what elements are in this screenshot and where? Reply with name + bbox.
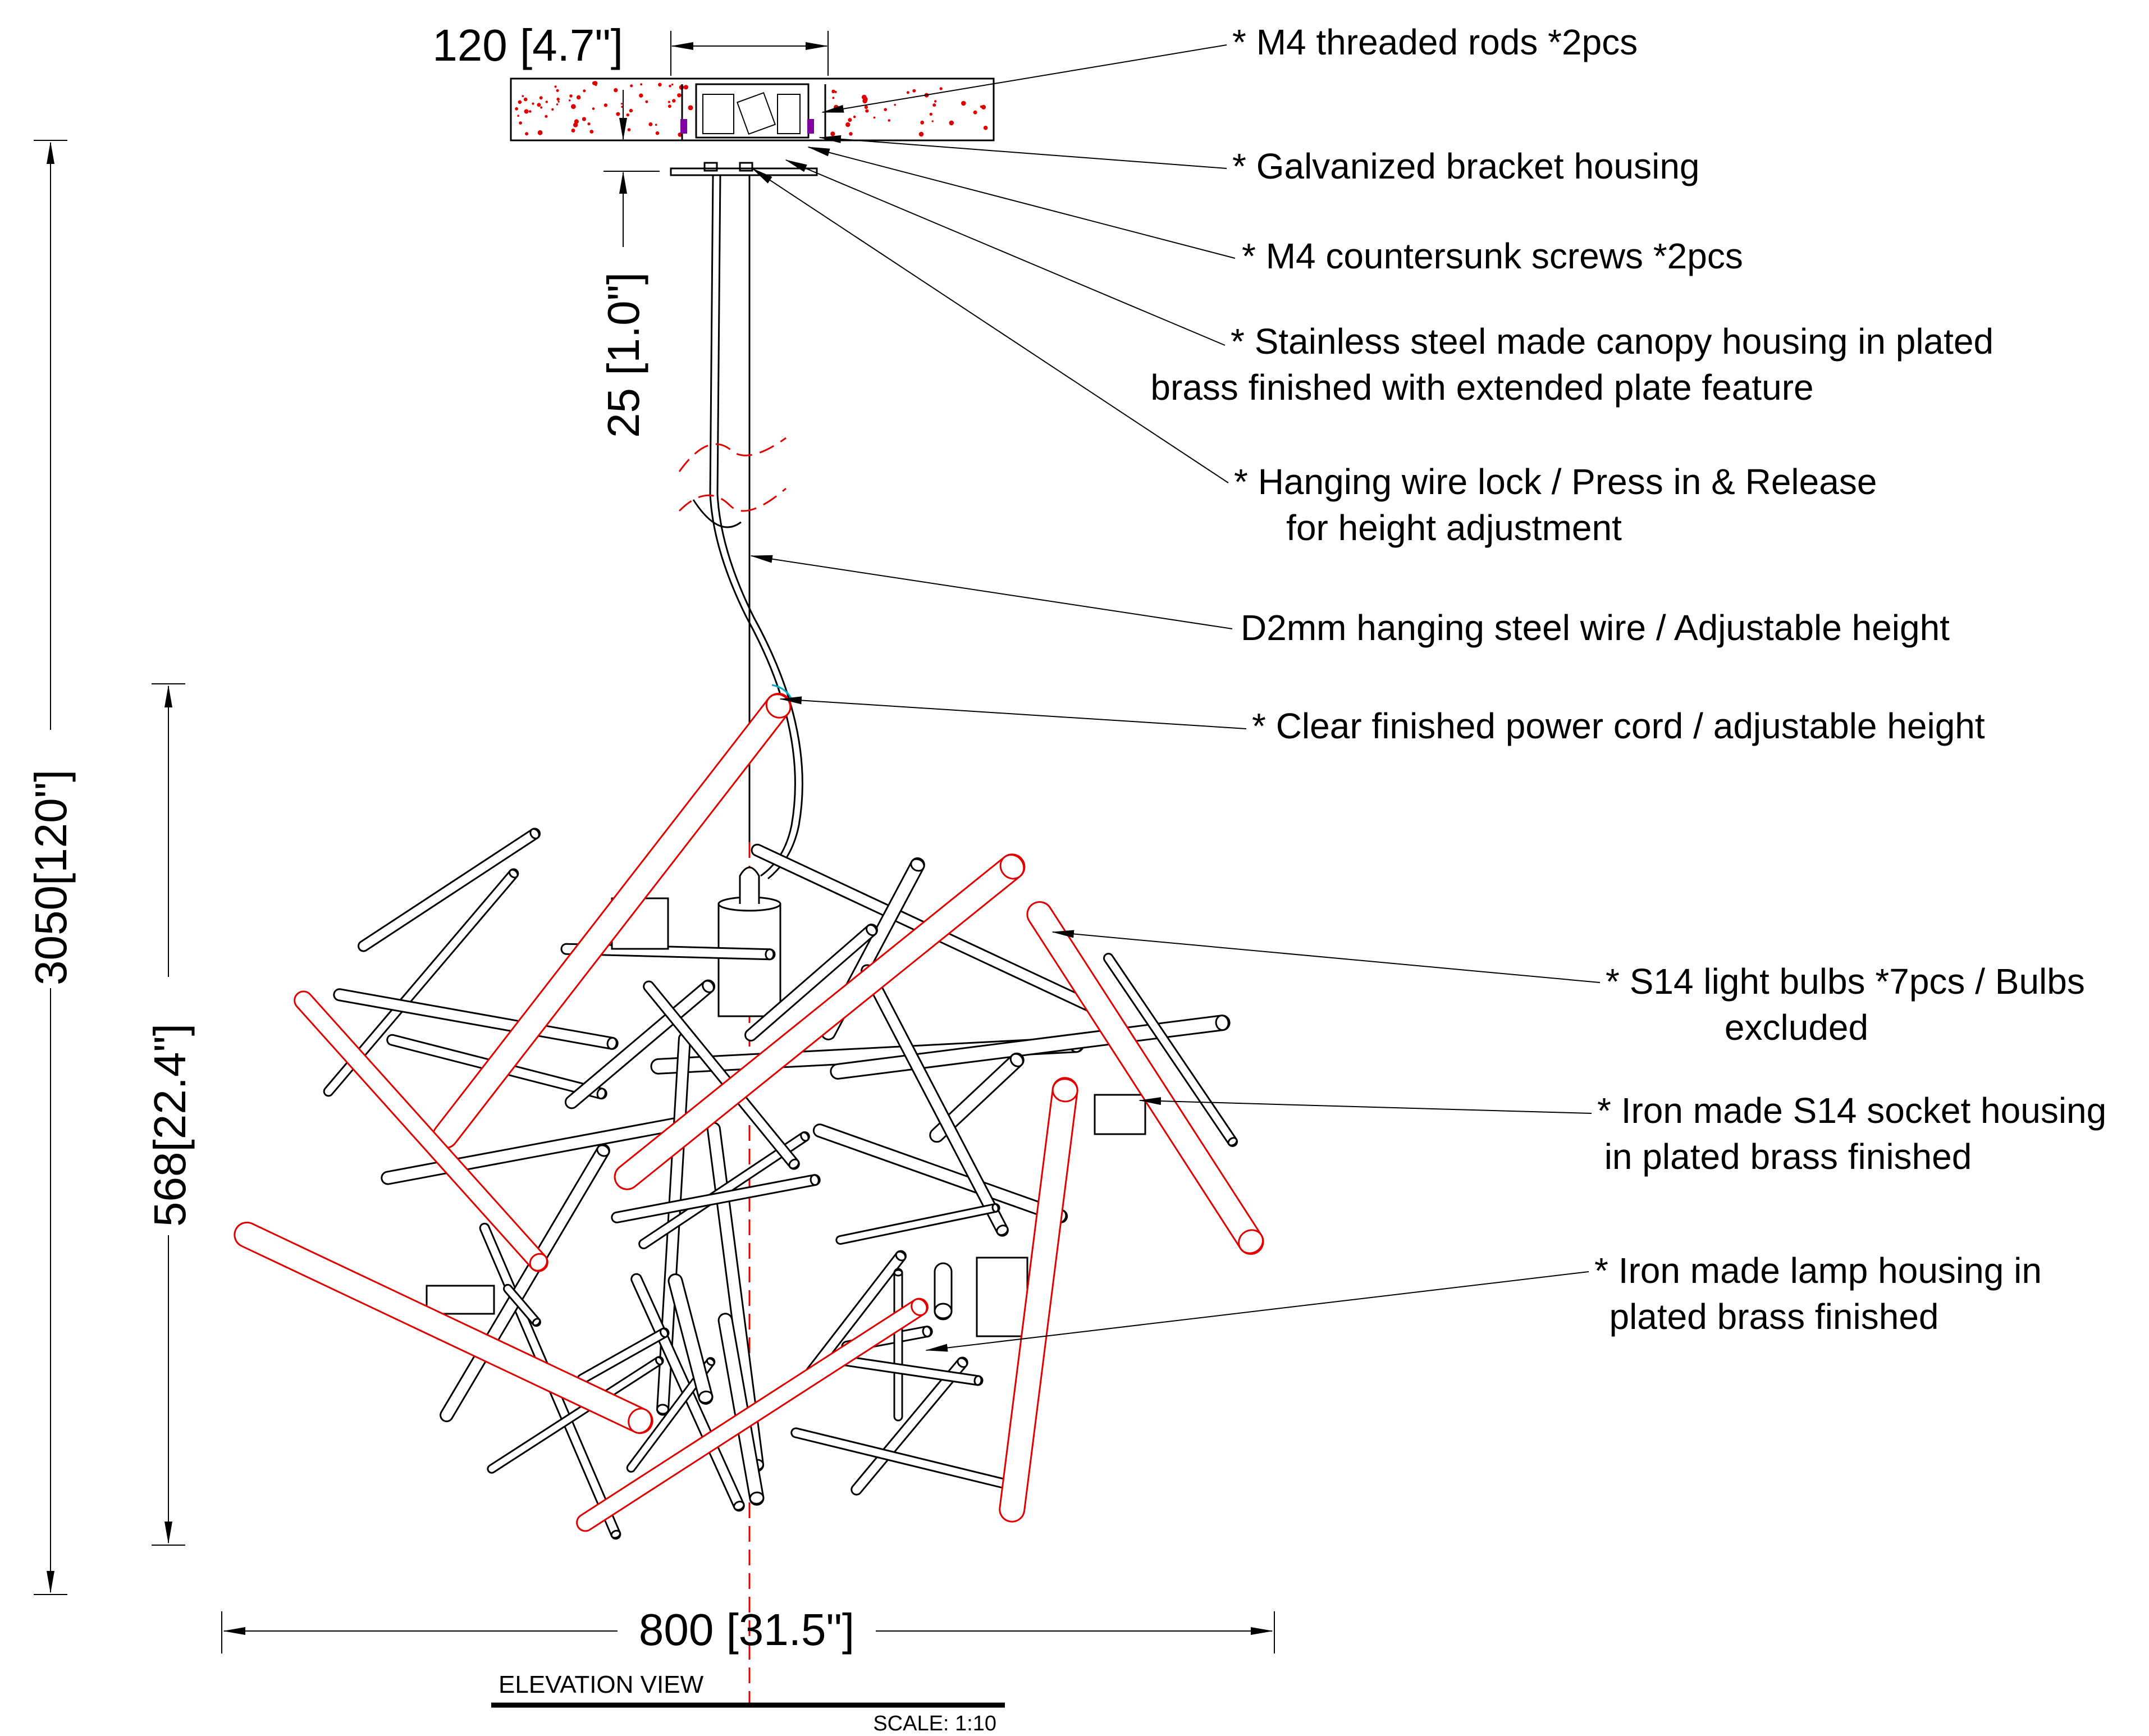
callout: * Iron made S14 socket housing in plated … [1138,1090,2106,1177]
light-bulb [576,1298,929,1532]
callout: * Iron made lamp housing in plated brass … [925,1250,2042,1352]
callout-text: * Clear finished power cord / adjustable… [1252,706,1985,746]
lamp-rod [333,988,619,1050]
leader-line [785,159,1226,346]
callout-text: * Galvanized bracket housing [1232,146,1700,186]
leader-line [750,555,1233,629]
bracket-housing [680,83,826,140]
lamp-rod [577,1327,670,1385]
dim-canopy-gap: 25 [1.0"] [598,90,660,438]
concrete-speckles [515,81,988,137]
lamp-rod [626,1357,716,1473]
callout: * M4 threaded rods *2pcs [821,22,1638,113]
leader-line [925,1271,1589,1352]
lamp-rod [893,1268,903,1422]
leader-line [779,696,1247,729]
view-title: ELEVATION VIEW [499,1671,704,1698]
callout-text: for height adjustment [1286,508,1622,548]
lamp-rod [851,1356,968,1496]
dim-top-width: 120 [4.7"] [432,20,829,76]
lamp-rod [1103,953,1238,1147]
ceiling-slab [510,77,995,141]
lamp-cluster [234,692,1264,1540]
dim-top-width-label: 120 [4.7"] [432,20,623,70]
lamp-rod [503,1283,541,1327]
leader-line [1051,930,1601,983]
leader-line [821,44,1227,113]
callout-text: in plated brass finished [1604,1136,1972,1177]
lamp-rod [744,924,878,1041]
lamp-rod [358,828,541,952]
leader-line [1138,1097,1592,1114]
lamp-rod [643,980,800,1170]
dim-canopy-gap-label: 25 [1.0"] [598,272,648,438]
canopy-plate [670,162,818,176]
light-bulb [614,853,1026,1190]
title-block: ELEVATION VIEW SCALE: 1:10 [491,1671,1005,1735]
break-marks [678,437,787,528]
dim-overall-height-label: 3050[120"] [26,770,76,985]
light-bulb [1026,901,1264,1255]
callout-text: * Hanging wire lock / Press in & Release [1234,462,1877,502]
lamp-rod [861,964,1009,1237]
callout: D2mm hanging steel wire / Adjustable hei… [750,555,1950,648]
light-bulb [234,1221,653,1435]
callout: * Hanging wire lock / Press in & Release… [751,167,1877,548]
callout-text: * Stainless steel made canopy housing in… [1231,321,1993,362]
callout-text: * Iron made lamp housing in [1594,1250,2042,1291]
callout-text: * M4 countersunk screws *2pcs [1242,236,1743,276]
dim-fixture-height: 568[22.4"] [145,683,195,1546]
callout: * M4 countersunk screws *2pcs [807,147,1743,276]
center-hub [717,866,781,1017]
lamp-rod [934,1262,953,1321]
leader-line [751,167,1229,483]
scale-label: SCALE: 1:10 [873,1712,996,1735]
socket-housing [976,1257,1028,1337]
leader-line [807,147,1236,259]
callout-text: excluded [1725,1007,1868,1048]
leader-line [819,135,1227,169]
callout-text: * Iron made S14 socket housing [1597,1090,2106,1131]
lamp-rod [611,1174,821,1223]
lamp-rod [667,1273,714,1405]
socket-housing [426,1285,495,1315]
callout-text: * S14 light bulbs *7pcs / Bulbs [1606,961,2085,1002]
dim-fixture-width-label: 800 [31.5"] [639,1605,854,1655]
callout-text: * M4 threaded rods *2pcs [1232,22,1638,62]
callout: * Stainless steel made canopy housing in… [785,159,1993,408]
callout: * Clear finished power cord / adjustable… [779,696,1985,746]
dim-fixture-height-label: 568[22.4"] [145,1024,195,1227]
callout-text: brass finished with extended plate featu… [1150,367,1813,408]
light-bulb [999,1077,1078,1523]
socket-housing [1094,1094,1146,1135]
callout-text: plated brass finished [1609,1296,1938,1337]
light-bulb [294,990,548,1272]
lamp-rod [835,1203,1000,1245]
dim-fixture-width: 800 [31.5"] [221,1605,1275,1655]
callouts: * M4 threaded rods *2pcs * Galvanized bra… [750,22,2106,1352]
callout-text: D2mm hanging steel wire / Adjustable hei… [1241,607,1950,648]
lamp-rod [929,1052,1025,1143]
lamp-rod [487,1356,664,1474]
callout: * Galvanized bracket housing [819,135,1700,186]
lamp-rod [323,868,519,1097]
callout: * S14 light bulbs *7pcs / Bulbs excluded [1051,930,2085,1048]
dim-overall-height: 3050[120"] [26,140,76,1595]
